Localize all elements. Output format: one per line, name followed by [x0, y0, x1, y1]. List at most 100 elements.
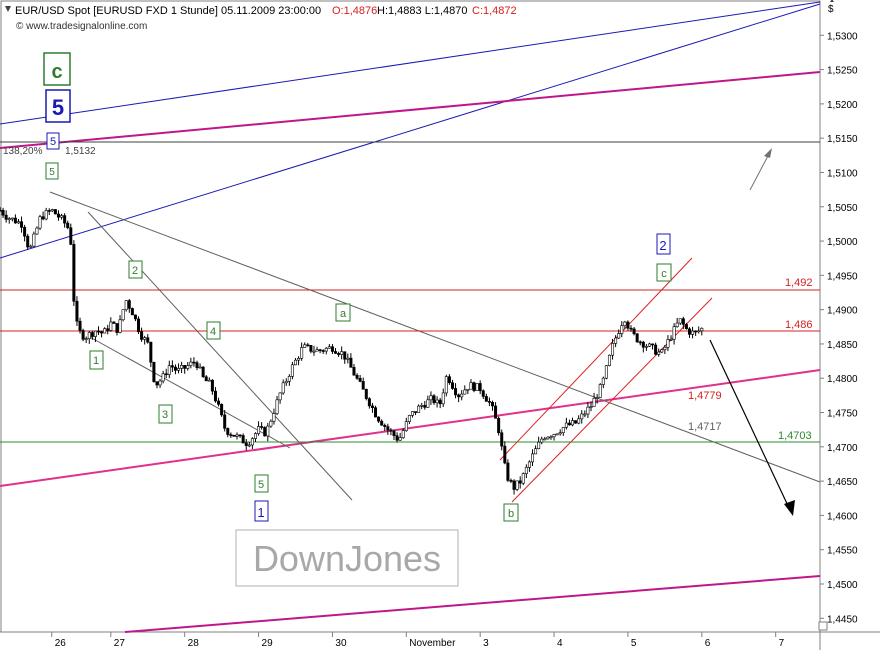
price-tick-label: 1,4750 — [827, 409, 858, 420]
wave-labels: c 5 5 5 2 1 3 4 5 1 a b 2 — [43, 52, 672, 522]
candle-body — [244, 442, 248, 446]
candle — [96, 326, 100, 335]
candle — [1, 207, 5, 218]
candle-body — [561, 426, 565, 433]
candle-body — [170, 365, 174, 368]
candle — [32, 231, 36, 248]
candle-body — [444, 376, 448, 394]
candle — [629, 325, 633, 332]
candle-body — [546, 436, 550, 440]
candle-body — [63, 215, 67, 224]
candle-body — [518, 480, 522, 484]
candle — [207, 377, 211, 382]
candle — [512, 479, 516, 495]
candle-body — [334, 351, 338, 354]
candle-body — [552, 434, 556, 438]
candle — [0, 207, 2, 212]
fib-price-label: 1,5132 — [65, 146, 96, 157]
candle-body — [460, 393, 464, 398]
candle — [441, 388, 445, 407]
candle-body — [118, 319, 122, 333]
price-tick-label: 1,4900 — [827, 306, 858, 317]
candle — [312, 345, 316, 356]
candle — [26, 233, 30, 251]
candle — [327, 344, 331, 349]
resize-handle-icon[interactable] — [818, 621, 828, 631]
candle-body — [395, 435, 399, 441]
collapse-arrow-icon[interactable] — [5, 6, 11, 12]
candle — [50, 208, 54, 213]
wave-a-label: a — [340, 308, 347, 320]
candle-body — [173, 366, 177, 371]
candle — [293, 358, 297, 366]
candle — [527, 460, 531, 472]
candle — [137, 316, 141, 334]
candle — [226, 427, 230, 438]
candle — [72, 240, 76, 306]
candle-body — [651, 343, 655, 346]
price-tick-label: 1,4800 — [827, 374, 858, 385]
candle — [614, 335, 618, 348]
candle — [546, 436, 550, 440]
candle-body — [647, 343, 651, 347]
scroll-up-arrow-icon[interactable] — [830, 0, 834, 2]
candle-body — [78, 320, 82, 331]
candle — [417, 404, 421, 413]
price-tick-label: 1,5100 — [827, 168, 858, 179]
candle — [644, 344, 648, 351]
candle-body — [657, 351, 661, 355]
trendline-14779-label: 1,4779 — [688, 390, 722, 402]
candle — [586, 402, 590, 418]
candle — [78, 317, 82, 334]
candle — [183, 364, 187, 374]
candle-body — [26, 235, 30, 248]
candle — [494, 402, 498, 419]
price-tick-label: 1,4950 — [827, 271, 858, 282]
candle-body — [571, 420, 575, 426]
candle — [481, 389, 485, 400]
candle-body — [700, 327, 704, 332]
candle-body — [450, 382, 454, 389]
candle — [306, 342, 310, 347]
wave-label-box — [46, 132, 60, 150]
candle — [460, 390, 464, 401]
blue-trendline-upper — [0, 1, 821, 125]
candle-body — [309, 345, 313, 352]
candle-body — [269, 420, 273, 427]
candle — [210, 379, 214, 395]
candle-body — [537, 441, 541, 450]
wave-label-box — [656, 263, 672, 282]
candle-body — [164, 373, 168, 376]
wave-b-label: b — [508, 508, 514, 520]
wave-label-box — [503, 503, 519, 522]
price-tick-label: 1,4450 — [827, 614, 858, 625]
candle — [275, 395, 279, 416]
candle — [531, 449, 535, 467]
candle — [675, 317, 679, 328]
candle — [115, 323, 119, 336]
candle-body — [337, 353, 341, 355]
candle-body — [223, 414, 227, 429]
candle — [370, 402, 374, 413]
trendline-14717-label: 1,4717 — [688, 421, 722, 433]
candle-body — [32, 233, 36, 247]
candle — [309, 345, 313, 354]
candle — [352, 363, 356, 376]
candle — [38, 214, 42, 231]
candle — [543, 436, 547, 441]
time-axis: 26 27 28 29 30 November 3 4 5 6 7 — [51, 632, 785, 649]
level-labels: 138,20% 1,5132 1,492 1,486 1,4703 1,4779… — [3, 146, 813, 442]
candle — [56, 210, 60, 221]
candle-body — [100, 331, 104, 334]
candles-layer — [0, 207, 704, 495]
candle-body — [103, 328, 107, 334]
candle — [380, 419, 384, 426]
candle — [623, 320, 627, 330]
candle — [687, 327, 691, 338]
chart-title: EUR/USD Spot [EURUSD FXD 1 Stunde] 05.11… — [15, 5, 321, 17]
candle — [167, 360, 171, 379]
candle-body — [281, 382, 285, 394]
candle — [595, 394, 599, 404]
candle-body — [506, 462, 510, 481]
